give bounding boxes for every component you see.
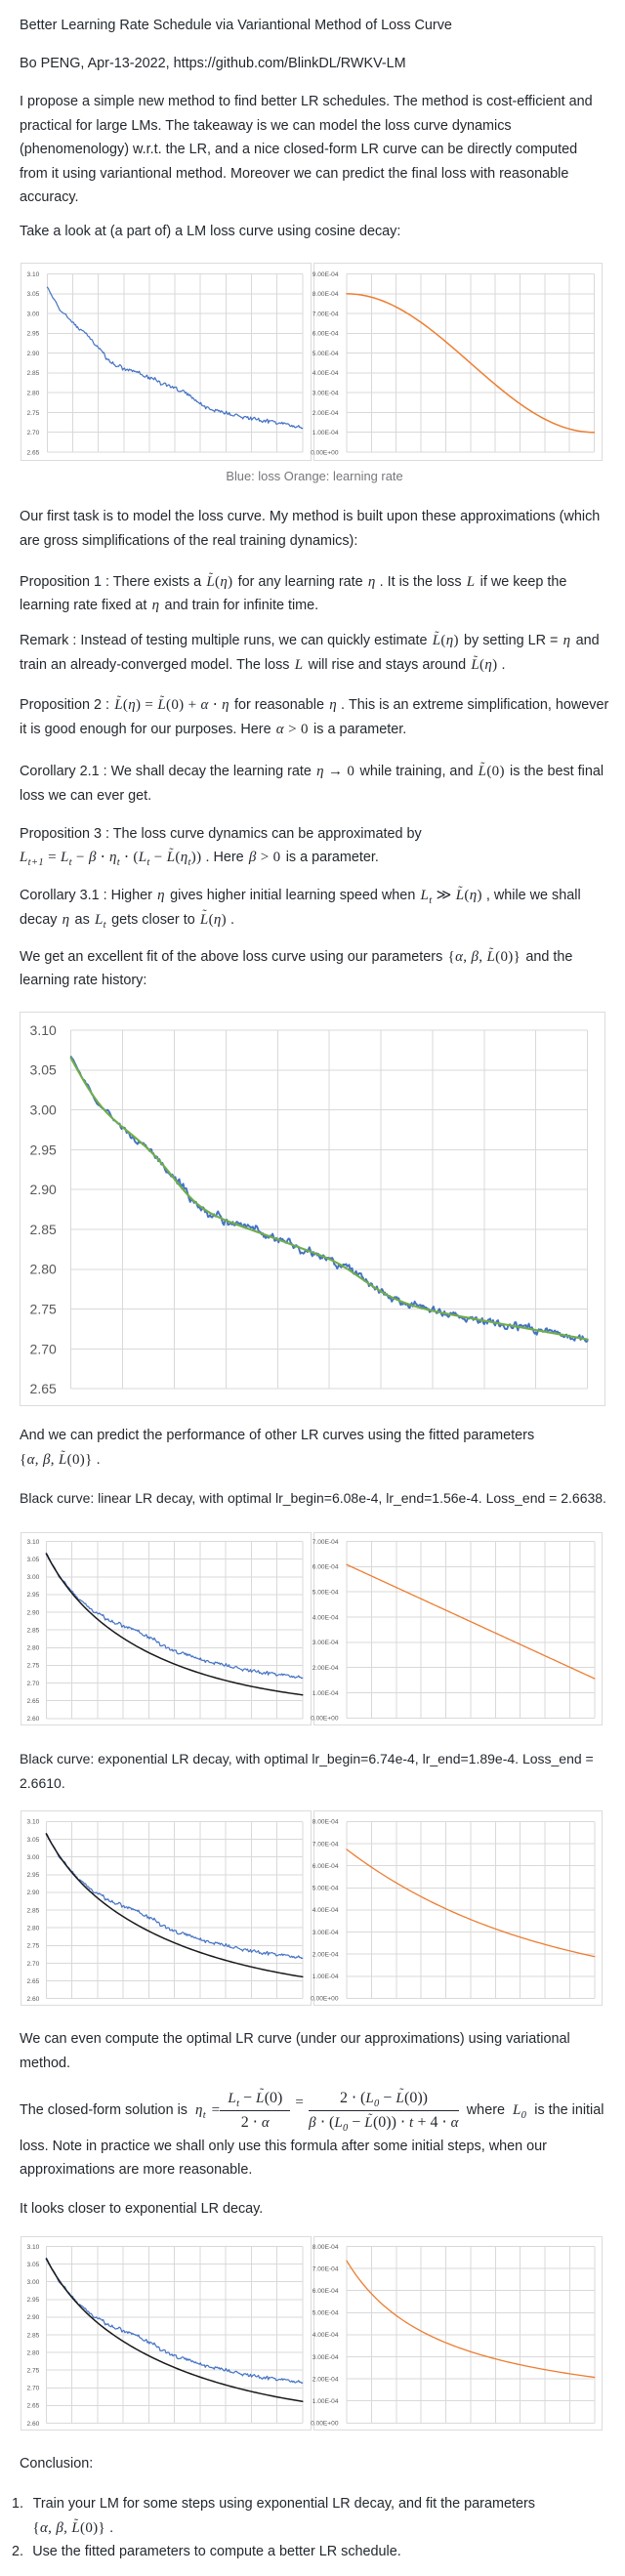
svg-text:4.00E-04: 4.00E-04 [312, 370, 339, 377]
svg-text:2.85: 2.85 [30, 1222, 57, 1237]
svg-text:3.00E-04: 3.00E-04 [312, 391, 339, 397]
svg-text:2.85: 2.85 [26, 370, 39, 377]
svg-text:2.80: 2.80 [26, 1925, 39, 1932]
svg-text:2.70: 2.70 [30, 1341, 57, 1356]
svg-text:2.90: 2.90 [30, 1182, 57, 1197]
svg-text:1.00E-04: 1.00E-04 [312, 1974, 339, 1980]
svg-text:7.00E-04: 7.00E-04 [312, 2265, 339, 2272]
svg-text:3.00: 3.00 [30, 1102, 57, 1118]
svg-text:6.00E-04: 6.00E-04 [312, 1564, 339, 1571]
svg-text:2.00E-04: 2.00E-04 [312, 410, 339, 417]
svg-text:3.00E-04: 3.00E-04 [312, 1930, 339, 1936]
svg-text:2.75: 2.75 [26, 2368, 39, 2375]
svg-text:2.00E-04: 2.00E-04 [312, 2376, 339, 2383]
svg-text:2.95: 2.95 [30, 1142, 57, 1157]
svg-text:2.80: 2.80 [26, 1645, 39, 1652]
svg-text:2.80: 2.80 [26, 391, 39, 397]
svg-text:2.90: 2.90 [26, 2314, 39, 2321]
svg-text:3.05: 3.05 [26, 2262, 39, 2268]
svg-text:0.00E+00: 0.00E+00 [311, 1716, 339, 1723]
svg-text:3.10: 3.10 [26, 271, 39, 278]
svg-text:3.00: 3.00 [26, 311, 39, 317]
svg-text:5.00E-04: 5.00E-04 [312, 1589, 339, 1596]
svg-text:2.75: 2.75 [26, 410, 39, 417]
svg-text:7.00E-04: 7.00E-04 [312, 311, 339, 317]
svg-text:2.95: 2.95 [26, 1872, 39, 1879]
svg-text:3.00: 3.00 [26, 1574, 39, 1581]
svg-text:2.85: 2.85 [26, 1907, 39, 1914]
svg-text:2.00E-04: 2.00E-04 [312, 1665, 339, 1672]
svg-text:2.80: 2.80 [26, 2349, 39, 2356]
svg-text:5.00E-04: 5.00E-04 [312, 351, 339, 357]
svg-text:2.00E-04: 2.00E-04 [312, 1951, 339, 1958]
svg-text:3.05: 3.05 [26, 291, 39, 298]
svg-text:2.65: 2.65 [26, 2403, 39, 2410]
svg-text:2.90: 2.90 [26, 1890, 39, 1896]
svg-text:2.70: 2.70 [26, 1961, 39, 1968]
svg-text:4.00E-04: 4.00E-04 [312, 1614, 339, 1621]
svg-text:3.10: 3.10 [26, 1539, 39, 1546]
svg-text:6.00E-04: 6.00E-04 [312, 331, 339, 338]
svg-text:3.00: 3.00 [26, 1854, 39, 1861]
svg-text:2.60: 2.60 [26, 1716, 39, 1723]
svg-text:6.00E-04: 6.00E-04 [312, 1863, 339, 1870]
svg-text:9.00E-04: 9.00E-04 [312, 271, 339, 278]
svg-text:7.00E-04: 7.00E-04 [312, 1539, 339, 1546]
svg-text:2.70: 2.70 [26, 1681, 39, 1687]
svg-text:7.00E-04: 7.00E-04 [312, 1841, 339, 1848]
svg-text:2.95: 2.95 [26, 1592, 39, 1599]
svg-text:2.75: 2.75 [30, 1302, 57, 1317]
svg-text:2.75: 2.75 [26, 1663, 39, 1670]
svg-text:2.95: 2.95 [26, 2297, 39, 2304]
svg-text:3.05: 3.05 [30, 1062, 57, 1078]
svg-text:3.10: 3.10 [26, 2244, 39, 2251]
svg-text:1.00E-04: 1.00E-04 [312, 1690, 339, 1697]
svg-text:3.10: 3.10 [26, 1819, 39, 1826]
svg-text:3.05: 3.05 [26, 1557, 39, 1563]
svg-text:1.00E-04: 1.00E-04 [312, 430, 339, 436]
svg-text:2.85: 2.85 [26, 2332, 39, 2339]
svg-text:3.05: 3.05 [26, 1837, 39, 1844]
svg-text:1.00E-04: 1.00E-04 [312, 2398, 339, 2405]
svg-text:2.80: 2.80 [30, 1262, 57, 1277]
svg-text:2.60: 2.60 [26, 1996, 39, 2003]
svg-text:5.00E-04: 5.00E-04 [312, 1886, 339, 1892]
svg-text:4.00E-04: 4.00E-04 [312, 1907, 339, 1914]
svg-text:0.00E+00: 0.00E+00 [311, 449, 339, 456]
svg-text:6.00E-04: 6.00E-04 [312, 2288, 339, 2295]
svg-text:8.00E-04: 8.00E-04 [312, 1819, 339, 1826]
svg-text:2.75: 2.75 [26, 1943, 39, 1950]
svg-text:2.95: 2.95 [26, 331, 39, 338]
svg-text:2.65: 2.65 [26, 1978, 39, 1985]
svg-text:2.85: 2.85 [26, 1627, 39, 1634]
svg-text:0.00E+00: 0.00E+00 [311, 1996, 339, 2003]
svg-text:5.00E-04: 5.00E-04 [312, 2310, 339, 2317]
svg-text:2.70: 2.70 [26, 2386, 39, 2392]
svg-text:3.00E-04: 3.00E-04 [312, 2354, 339, 2361]
svg-text:3.00E-04: 3.00E-04 [312, 1640, 339, 1646]
svg-text:2.70: 2.70 [26, 430, 39, 436]
svg-text:2.65: 2.65 [26, 449, 39, 456]
svg-text:2.60: 2.60 [26, 2421, 39, 2428]
svg-text:8.00E-04: 8.00E-04 [312, 2244, 339, 2251]
svg-text:2.65: 2.65 [26, 1698, 39, 1705]
svg-text:0.00E+00: 0.00E+00 [311, 2421, 339, 2428]
svg-text:2.65: 2.65 [30, 1381, 57, 1396]
svg-text:8.00E-04: 8.00E-04 [312, 291, 339, 298]
svg-text:2.90: 2.90 [26, 1609, 39, 1616]
svg-text:4.00E-04: 4.00E-04 [312, 2332, 339, 2339]
svg-text:3.10: 3.10 [30, 1022, 57, 1038]
svg-text:2.90: 2.90 [26, 351, 39, 357]
svg-text:3.00: 3.00 [26, 2279, 39, 2286]
